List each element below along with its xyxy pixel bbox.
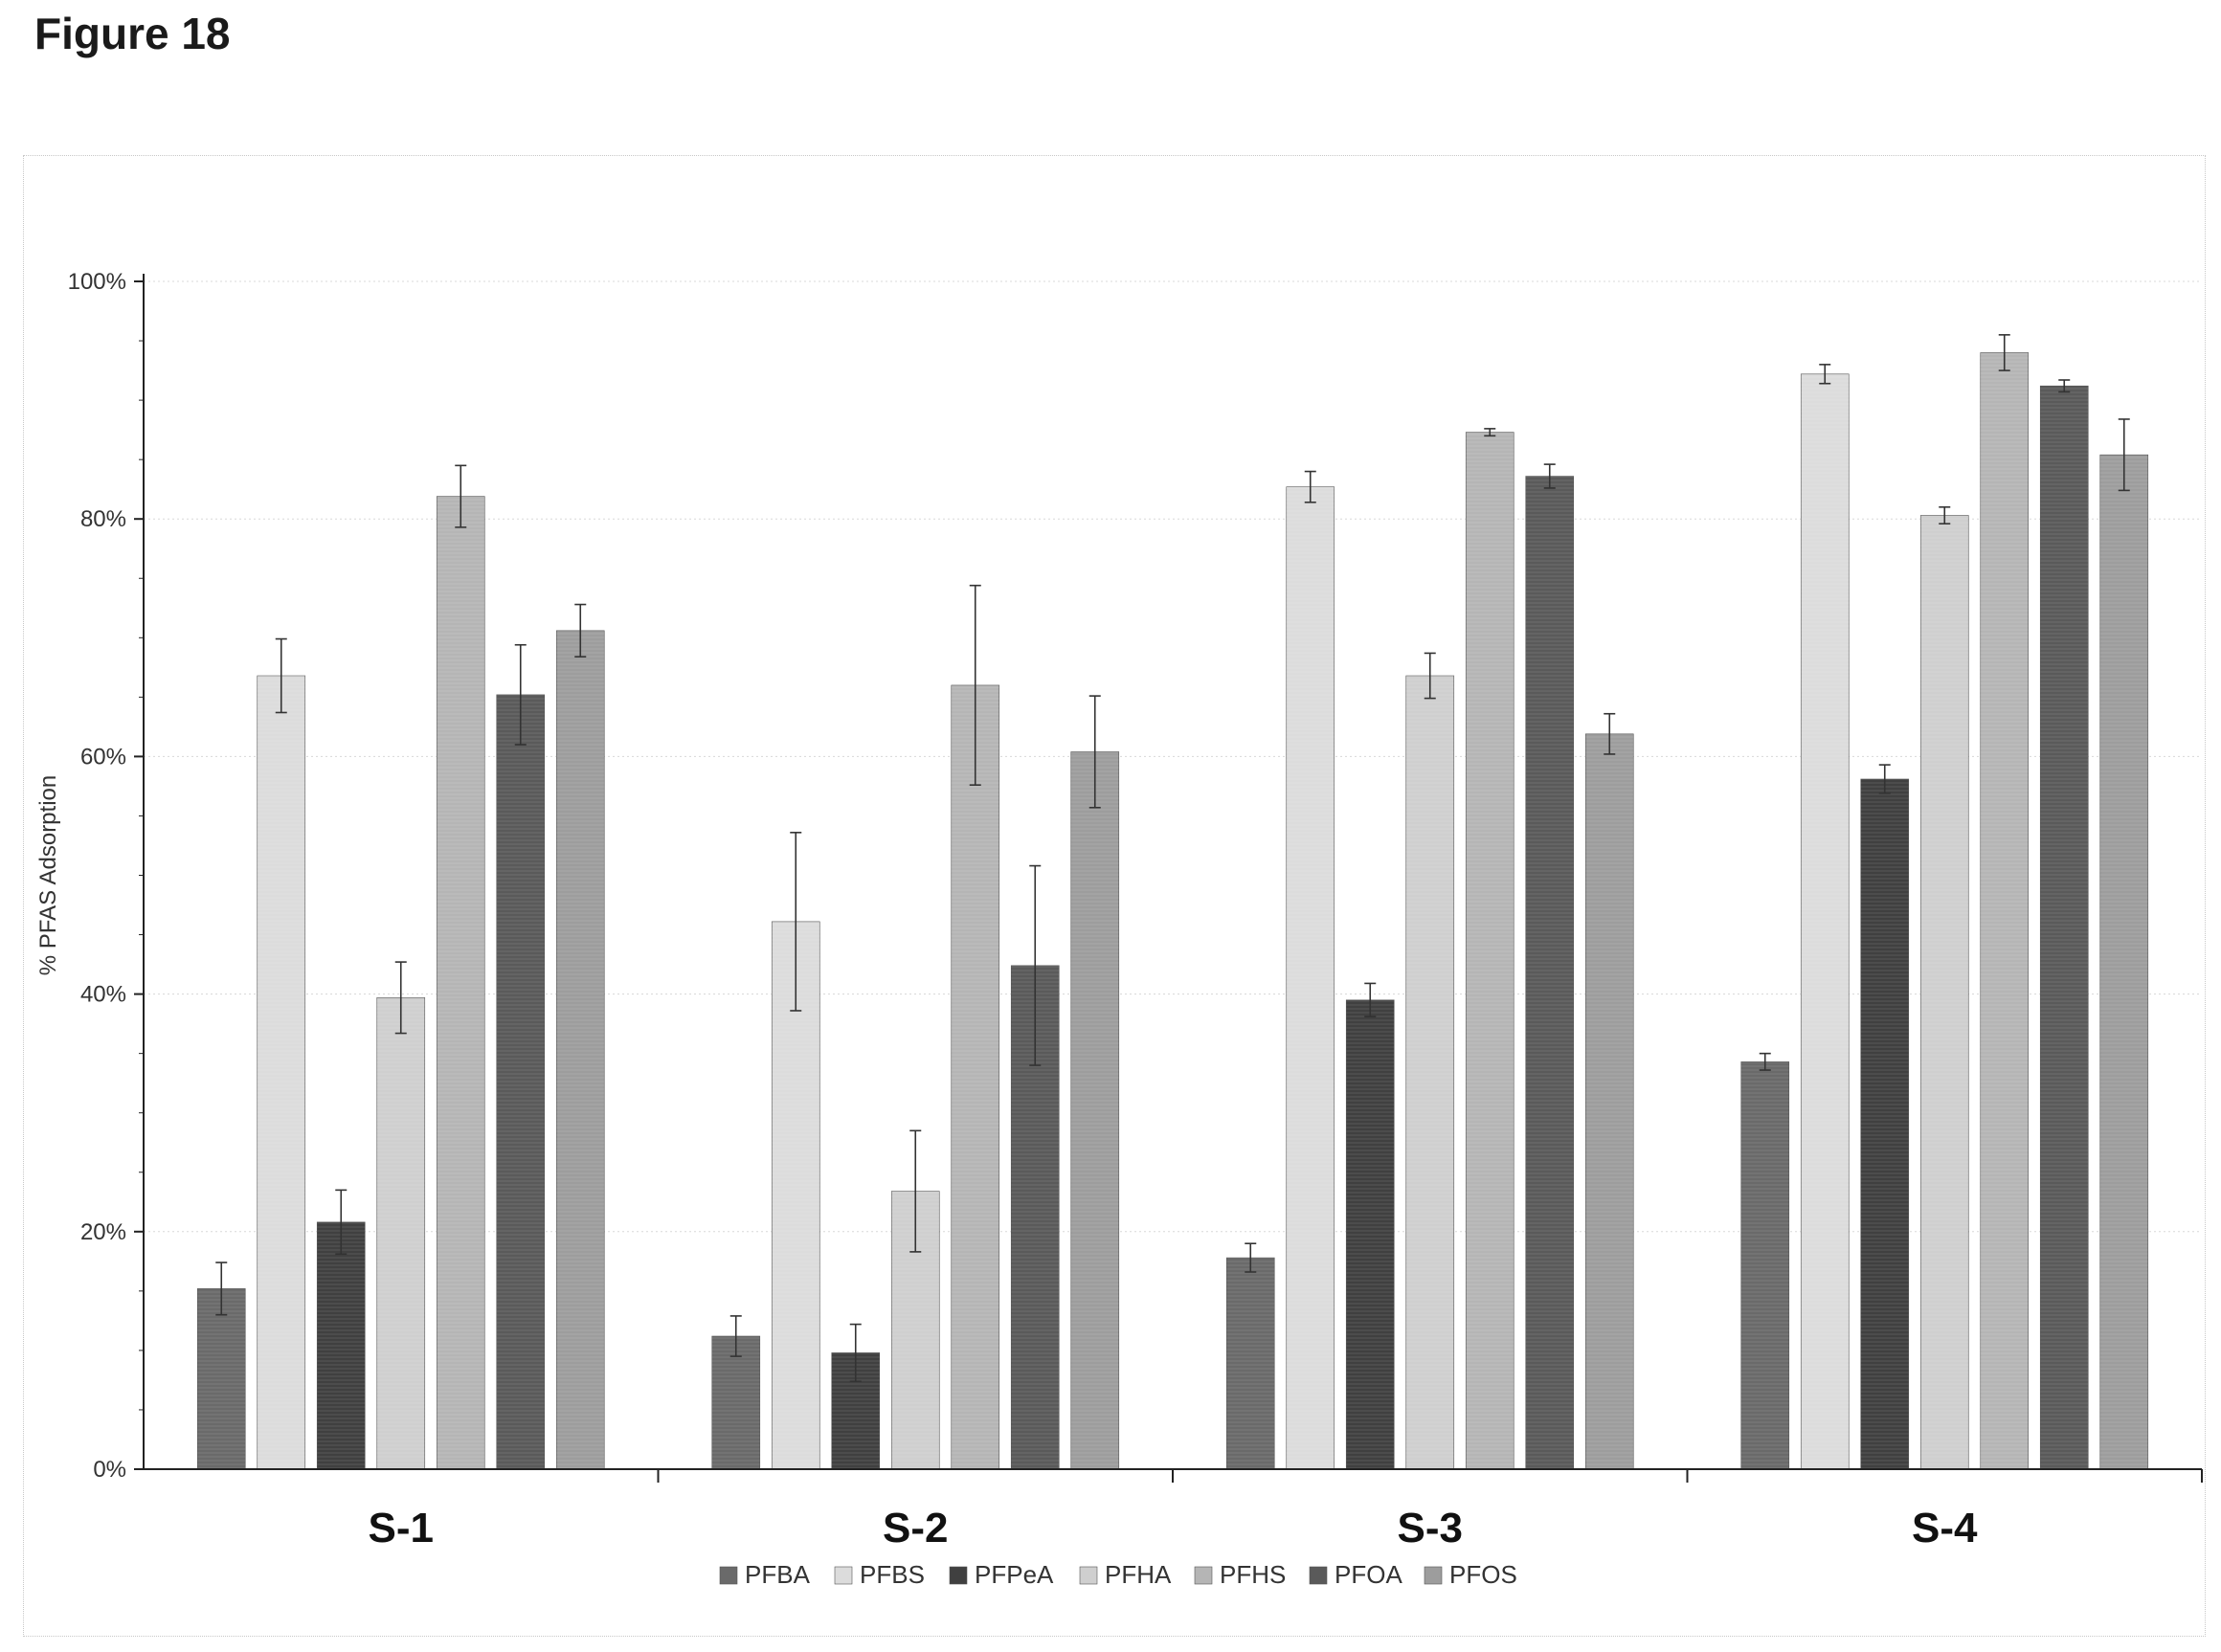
bar-texture [317, 1221, 366, 1469]
bar-texture [1860, 778, 1909, 1469]
legend-label-pfhs: PFHS [1220, 1560, 1286, 1589]
bar-texture [2099, 455, 2148, 1469]
legend-swatch-pfbs [834, 1566, 853, 1585]
bar-texture [1070, 751, 1119, 1469]
legend-label-pfba: PFBA [745, 1560, 811, 1589]
gridlines [144, 280, 2202, 1233]
category-label: S-1 [369, 1505, 434, 1552]
axes [134, 274, 2203, 1483]
category-label: S-3 [1398, 1505, 1463, 1552]
bar-texture [1405, 676, 1454, 1469]
chart-frame [23, 155, 2206, 1637]
bars [196, 334, 2149, 1470]
bar-texture [437, 496, 485, 1469]
bar-texture [257, 676, 305, 1469]
legend-label-pfha: PFHA [1105, 1560, 1172, 1589]
y-tick-label: 60% [80, 744, 126, 770]
bar-texture [951, 684, 999, 1469]
legend-label-pfos: PFOS [1449, 1560, 1517, 1589]
y-tick-label: 100% [68, 269, 126, 295]
legend-swatch-pfhs [1194, 1566, 1213, 1585]
bar-texture [1226, 1258, 1275, 1469]
bar-texture [1980, 352, 2029, 1470]
category-label: S-2 [883, 1505, 948, 1552]
y-tick-label: 40% [80, 982, 126, 1008]
bar-texture [711, 1336, 760, 1469]
legend-label-pfbs: PFBS [860, 1560, 925, 1589]
bar-texture [1920, 515, 1969, 1469]
figure-title: Figure 18 [34, 9, 231, 58]
bar-texture [496, 694, 545, 1469]
bar-texture [1740, 1061, 1789, 1469]
bar-texture [376, 997, 425, 1469]
legend-swatch-pfba [719, 1566, 738, 1585]
bar-texture [772, 921, 820, 1469]
labels: 0% 20% 40% 60% 80% 100% % PFAS Adsorption S-1 S-… [35, 269, 1978, 1552]
bar-texture [556, 630, 605, 1469]
bar-texture [1286, 486, 1335, 1469]
y-tick-label: 0% [93, 1457, 126, 1483]
bar-texture [1585, 733, 1634, 1469]
legend-swatch-pfpea [949, 1566, 968, 1585]
legend-swatch-pfos [1424, 1566, 1443, 1585]
bar-texture [1801, 373, 1850, 1470]
legend-swatch-pfoa [1309, 1566, 1328, 1585]
bar-texture [2040, 386, 2089, 1469]
legend-label-pfpea: PFPeA [975, 1560, 1054, 1589]
bar-texture [1525, 476, 1574, 1470]
y-axis-label: % PFAS Adsorption [35, 775, 61, 975]
legend: PFBA PFBS PFPeA PFHA PFHS PFOA PFOS [719, 1560, 1517, 1589]
legend-swatch-pfha [1079, 1566, 1098, 1585]
legend-label-pfoa: PFOA [1335, 1560, 1402, 1589]
y-tick-label: 20% [80, 1219, 126, 1245]
y-tick-label: 80% [80, 506, 126, 532]
category-label: S-4 [1912, 1505, 1978, 1552]
bar-texture [1346, 999, 1395, 1469]
bar-texture [197, 1288, 246, 1469]
bar-texture [1466, 432, 1514, 1470]
